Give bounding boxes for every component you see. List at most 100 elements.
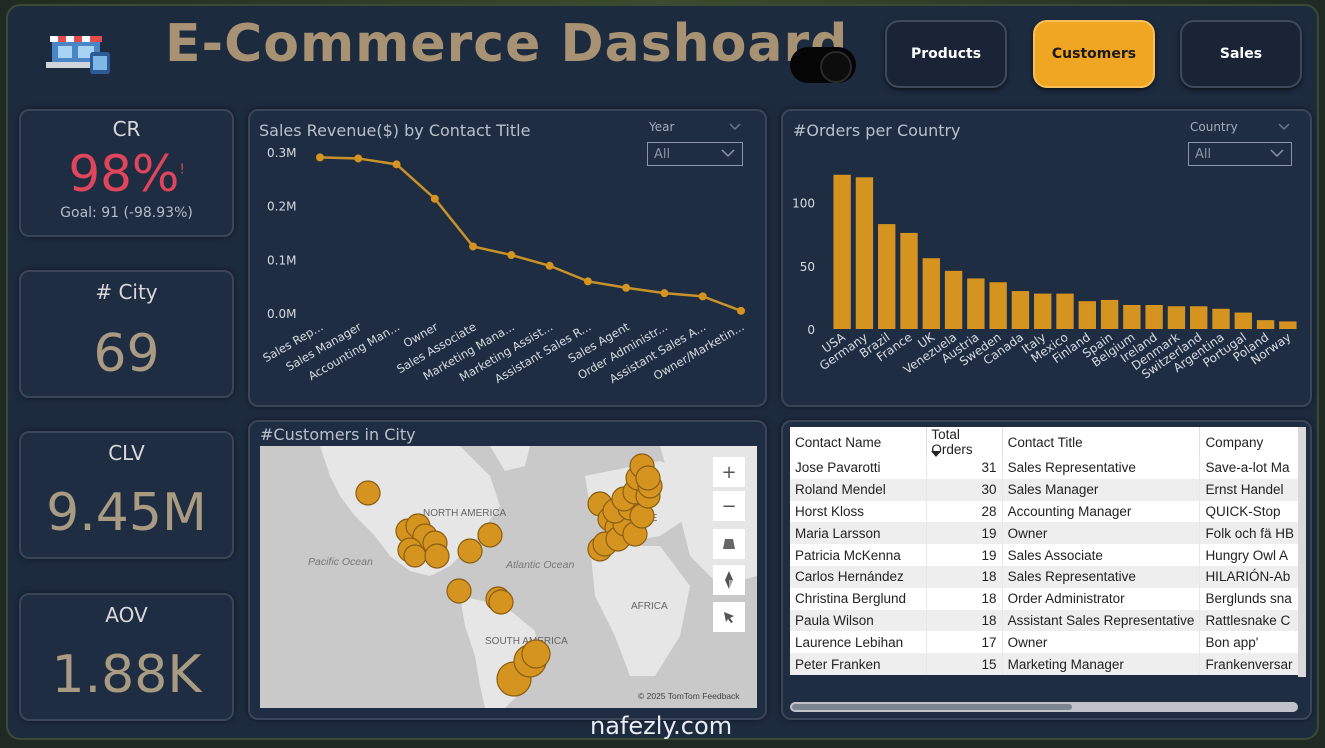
scrollbar-thumb[interactable] <box>792 704 1072 710</box>
country-slicer-dropdown[interactable]: All <box>1188 142 1292 166</box>
cell-company: Berglunds sna <box>1199 587 1300 610</box>
cell-contact-name: Peter Franken <box>790 653 928 675</box>
revenue-data-point <box>354 154 363 163</box>
cell-total-orders: 15 <box>926 653 1003 675</box>
revenue-data-point <box>316 153 324 162</box>
map-zoom-out-button[interactable]: − <box>713 491 745 521</box>
revenue-chart-title: Sales Revenue($) by Contact Title <box>259 121 531 140</box>
year-slicer-dropdown[interactable]: All <box>647 142 743 166</box>
kpi-city-title: # City <box>95 280 158 304</box>
revenue-data-point <box>507 251 516 260</box>
cell-contact-name: Laurence Lebihan <box>790 631 928 654</box>
table-row[interactable]: Horst Kloss 28 Accounting Manager QUICK-Sto… <box>790 500 1300 523</box>
map-attribution: © 2025 TomTom Feedback <box>638 691 740 701</box>
map-tilt-button[interactable] <box>713 529 745 559</box>
table-horizontal-scrollbar[interactable] <box>790 702 1298 712</box>
table-vertical-scrollbar[interactable] <box>1298 427 1306 677</box>
y-tick-label: 0.2M <box>267 200 296 214</box>
revenue-data-point <box>469 242 478 251</box>
table-row[interactable]: Peter Franken 15 Marketing Manager Frankenv… <box>790 653 1300 675</box>
column-header-company[interactable]: Company <box>1199 427 1300 457</box>
cell-company: Frankenversar <box>1199 653 1300 675</box>
cell-total-orders: 28 <box>926 500 1003 523</box>
nav-products-button[interactable]: Products <box>885 20 1007 88</box>
city-bubbles <box>355 453 663 697</box>
table-row[interactable]: Carlos Hernández 18 Sales Representative HI… <box>790 565 1300 588</box>
y-tick-label: 0.0M <box>267 307 296 321</box>
cell-contact-name: Roland Mendel <box>790 478 928 501</box>
greenland-landmass <box>490 446 530 471</box>
tilt-icon <box>723 539 735 549</box>
cell-company: Rattlesnake C <box>1199 609 1300 632</box>
table-row[interactable]: Paula Wilson 18 Assistant Sales Representa… <box>790 609 1300 632</box>
table-row[interactable]: Patricia McKenna 19 Sales Associate Hungry … <box>790 544 1300 566</box>
map-label-north-america: NORTH AMERICA <box>423 508 506 519</box>
kpi-card-aov: AOV 1.88K <box>19 593 234 721</box>
bar-ireland <box>1145 304 1163 329</box>
table-total-row <box>790 677 1300 697</box>
chevron-down-icon <box>721 149 735 158</box>
cell-contact-name: Paula Wilson <box>790 609 928 632</box>
bar-denmark <box>1167 306 1186 329</box>
table-row[interactable]: Christina Berglund 18 Order Administrator B… <box>790 587 1300 610</box>
bar-mexico <box>1056 293 1074 329</box>
orders-chart-title: #Orders per Country <box>793 121 961 140</box>
nav-sales-button[interactable]: Sales <box>1180 20 1302 88</box>
customers-map[interactable]: NORTH AMERICA Pacific Ocean Atlantic Oce… <box>260 446 757 708</box>
toggle-knob <box>820 51 852 83</box>
cell-contact-name: Christina Berglund <box>790 587 928 610</box>
y-tick-label: 50 <box>800 260 815 274</box>
cell-contact-name: Carlos Hernández <box>790 565 928 588</box>
table-row[interactable]: Roland Mendel 30 Sales Manager Ernst Handel <box>790 478 1300 501</box>
kpi-card-clv: CLV 9.45M <box>19 431 234 559</box>
revenue-data-point <box>392 160 401 169</box>
column-header-contact-title[interactable]: Contact Title <box>1002 427 1201 457</box>
cell-total-orders: 18 <box>926 609 1003 632</box>
theme-toggle[interactable] <box>790 47 856 83</box>
bar-germany <box>855 177 874 329</box>
compass-icon <box>725 571 733 589</box>
y-tick-label: 0 <box>807 323 815 337</box>
revenue-data-point <box>698 292 707 301</box>
year-slicer-value: All <box>654 147 671 162</box>
cell-company: Hungry Owl A <box>1199 544 1300 566</box>
map-select-button[interactable] <box>713 602 745 632</box>
cell-contact-title: Sales Associate <box>1002 544 1201 566</box>
country-slicer-label: Country <box>1190 120 1238 134</box>
column-header-contact-name[interactable]: Contact Name <box>790 427 928 457</box>
page-title: E-Commerce Dashoard <box>165 14 849 74</box>
cell-contact-name: Horst Kloss <box>790 500 928 523</box>
bar-italy <box>1034 293 1052 329</box>
map-compass-button[interactable] <box>713 565 745 595</box>
cell-total-orders: 19 <box>926 544 1003 566</box>
column-header-total-orders[interactable]: Total Orders <box>926 427 1003 457</box>
map-zoom-in-button[interactable]: + <box>713 457 745 487</box>
plus-icon: + <box>721 461 737 483</box>
nav-customers-button[interactable]: Customers <box>1033 20 1155 88</box>
cell-contact-title: Sales Representative <box>1002 565 1201 588</box>
year-slicer-label: Year <box>649 120 675 134</box>
table-row[interactable]: Laurence Lebihan 17 Owner Bon app' <box>790 631 1300 654</box>
cell-total-orders: 18 <box>926 565 1003 588</box>
map-label-south-america: SOUTH AMERICA <box>485 636 568 647</box>
cell-total-orders: 18 <box>926 587 1003 610</box>
revenue-data-point <box>583 277 592 286</box>
bar-finland <box>1078 301 1096 329</box>
bar-argentina <box>1212 308 1230 329</box>
table-row[interactable]: Maria Larsson 19 Owner Folk och fä HB <box>790 522 1300 545</box>
kpi-aov-title: AOV <box>105 603 148 627</box>
cell-total-orders: 30 <box>926 478 1003 501</box>
kpi-clv-value: 9.45M <box>46 483 207 543</box>
table-row[interactable]: Jose Pavarotti 31 Sales Representative Save… <box>790 457 1300 479</box>
cell-total-orders: 17 <box>926 631 1003 654</box>
bar-poland <box>1256 320 1275 329</box>
cell-contact-name: Maria Larsson <box>790 522 928 545</box>
cell-contact-title: Sales Manager <box>1002 478 1201 501</box>
kpi-aov-value: 1.88K <box>51 645 202 705</box>
bar-belgium <box>1123 304 1141 329</box>
y-tick-label: 0.3M <box>267 146 296 160</box>
bar-norway <box>1279 321 1297 329</box>
cell-company: Folk och fä HB <box>1199 522 1300 545</box>
kpi-cr-title: CR <box>112 117 141 141</box>
